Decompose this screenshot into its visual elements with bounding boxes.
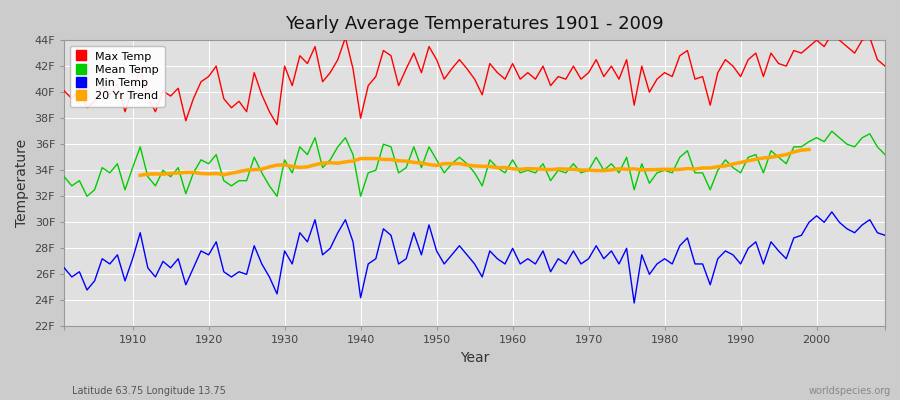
Title: Yearly Average Temperatures 1901 - 2009: Yearly Average Temperatures 1901 - 2009 [285, 15, 664, 33]
Legend: Max Temp, Mean Temp, Min Temp, 20 Yr Trend: Max Temp, Mean Temp, Min Temp, 20 Yr Tre… [70, 46, 165, 107]
Text: Latitude 63.75 Longitude 13.75: Latitude 63.75 Longitude 13.75 [72, 386, 226, 396]
Text: worldspecies.org: worldspecies.org [809, 386, 891, 396]
Y-axis label: Temperature: Temperature [15, 139, 29, 227]
X-axis label: Year: Year [460, 351, 490, 365]
